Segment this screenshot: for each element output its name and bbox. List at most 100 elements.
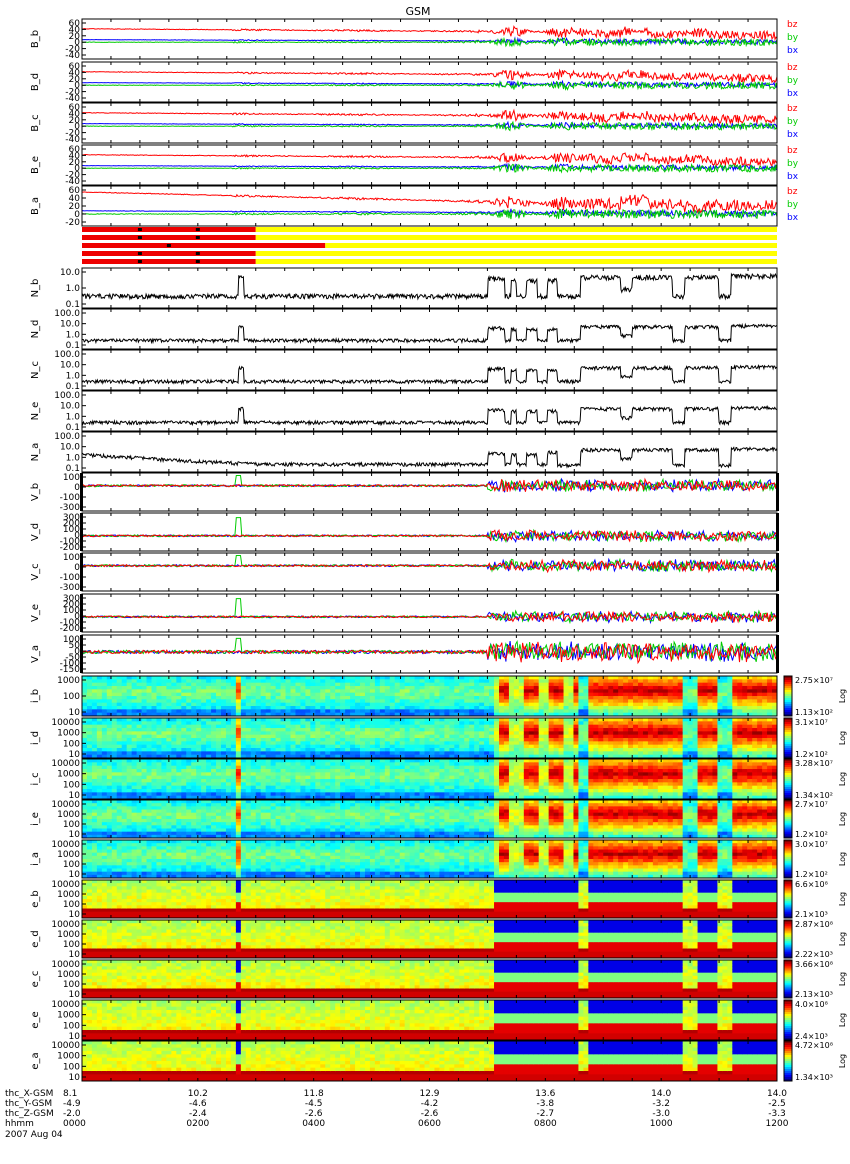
- spectrogram-cell: [499, 754, 505, 759]
- spectrogram-cell: [374, 718, 381, 722]
- spectrogram-cell: [230, 789, 237, 793]
- spectrogram-cell: [151, 795, 157, 800]
- spectrogram-cell: [330, 676, 336, 680]
- spectrogram-cell: [166, 682, 172, 687]
- spectrogram-cell: [270, 718, 277, 722]
- spectrogram-cell: [692, 731, 699, 736]
- spectrogram-cell: [757, 728, 763, 732]
- spectrogram-cell: [553, 676, 560, 680]
- spectrogram-cell: [707, 696, 713, 700]
- spectrogram-cell: [434, 709, 440, 714]
- spectrogram-cell: [459, 702, 465, 707]
- spectrogram-cell: [712, 751, 718, 756]
- spectrogram-cell: [355, 699, 361, 704]
- spectrogram-cell: [91, 769, 98, 773]
- spectrogram-cell: [136, 738, 143, 742]
- spectrogram-cell: [747, 692, 753, 697]
- spectrogram-cell: [369, 712, 376, 717]
- spectrogram-cell: [682, 754, 689, 759]
- spectrogram-cell: [156, 795, 162, 800]
- bz-series-line: [81, 191, 778, 214]
- spectrogram-cell: [305, 712, 311, 717]
- spectrogram-cell: [186, 789, 192, 793]
- spectrogram-cell: [315, 724, 321, 729]
- spectrogram-cell: [474, 686, 480, 690]
- spectrogram-cell: [548, 709, 555, 714]
- spectrogram-cell: [772, 738, 778, 742]
- spectrogram-cell: [523, 696, 530, 700]
- spectrogram-cell: [399, 696, 406, 700]
- spectrogram-cell: [682, 689, 689, 694]
- spectrogram-cell: [82, 759, 88, 763]
- spectrogram-cell: [553, 751, 560, 756]
- spectrogram-cell: [384, 748, 391, 752]
- spectrogram-cell: [692, 706, 699, 710]
- spectrogram-cell: [508, 682, 515, 687]
- spectrogram-cell: [250, 775, 257, 780]
- spectrogram-cell: [345, 751, 351, 756]
- spectrogram-cell: [315, 676, 321, 680]
- spectrogram-cell: [742, 718, 748, 722]
- spectrogram-cell: [573, 709, 579, 714]
- spectrogram-cell: [722, 709, 728, 714]
- velocity-V_a-ytick-label: 50: [69, 641, 81, 651]
- spectrogram-cell: [652, 744, 659, 749]
- spectrogram-cell: [106, 769, 113, 773]
- spectrogram-cell: [429, 676, 435, 680]
- spectrogram-cell: [305, 728, 311, 732]
- spectrogram-cell: [196, 789, 202, 793]
- spectrogram-cell: [221, 679, 227, 684]
- spectrogram-cell: [181, 712, 187, 717]
- spectrogram-cell: [126, 785, 133, 790]
- spectrogram-cell: [240, 769, 247, 773]
- spectrogram-cell: [121, 731, 128, 736]
- spectrogram-cell: [543, 709, 550, 714]
- spectrogram-cell: [434, 741, 440, 746]
- spectrogram-cell: [404, 744, 411, 749]
- spectrogram-cell: [439, 744, 445, 749]
- velocity-V_d-ytick-label: 200: [63, 519, 80, 529]
- spectrogram-cell: [280, 724, 287, 729]
- spectrogram-cell: [503, 712, 510, 717]
- spectrogram-cell: [255, 706, 262, 710]
- spectrogram-cell: [682, 709, 689, 714]
- spectrogram-cell: [295, 748, 301, 752]
- spectrogram-cell: [91, 731, 98, 736]
- density-N_e-ytick-label: 1.0: [66, 412, 81, 422]
- spectrogram-cell: [503, 734, 510, 739]
- spectrogram-cell: [702, 738, 708, 742]
- spectrogram-cell: [300, 731, 306, 736]
- bfield-B_d-ytick-label: 40: [69, 68, 81, 78]
- spectrogram-cell: [196, 744, 202, 749]
- spectrogram-cell: [121, 721, 128, 726]
- spectrogram-cell: [677, 699, 684, 704]
- state-bar-yellow: [255, 235, 777, 240]
- spectrogram-cell: [682, 731, 689, 736]
- spectrogram-cell: [295, 738, 301, 742]
- spectrogram-cell: [543, 744, 550, 749]
- spectrogram-cell: [757, 692, 763, 697]
- density-N_a-ytick-label: 1.0: [66, 453, 81, 463]
- spectrogram-cell: [240, 775, 247, 780]
- spectrogram-cell: [647, 696, 654, 700]
- spectrogram-cell: [494, 721, 500, 726]
- spectrogram-cell: [221, 782, 227, 787]
- spectrogram-cell: [494, 731, 500, 736]
- spectrogram-cell: [265, 686, 272, 690]
- density-panel-N_e: 100.010.01.00.1N_e: [30, 390, 778, 433]
- spectrogram-cell: [161, 751, 167, 756]
- spectrogram-cell: [638, 748, 644, 752]
- spectrogram-cell: [523, 712, 530, 717]
- spectrogram-cell: [216, 676, 222, 680]
- spectrogram-cell: [682, 696, 689, 700]
- spectrogram-cell: [508, 731, 515, 736]
- spectrogram-cell: [171, 692, 177, 697]
- spectrogram-cell: [717, 748, 723, 752]
- spectrogram-cell: [503, 751, 510, 756]
- spectrogram-cell: [474, 741, 480, 746]
- spectrogram-cell: [131, 724, 138, 729]
- spectrogram-cell: [578, 721, 584, 726]
- spectrogram-cell: [628, 741, 634, 746]
- by-series-line: [81, 207, 778, 220]
- velocity-V_b-label: V_b: [30, 483, 41, 501]
